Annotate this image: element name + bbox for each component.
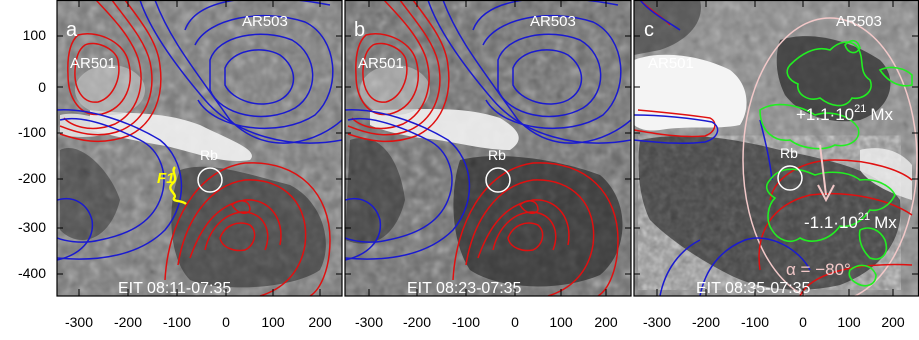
x-tick-label: 100 [837,314,861,330]
x-tick-label: -100 [163,314,191,330]
positive-contours [59,0,331,296]
flux-positive: +1.1·1021 Mx [796,103,894,124]
frames [56,0,919,297]
panel-c: c AR503 AR501 Rb +1.1·1021 Mx -1.1·1021 Mx… [634,0,919,297]
x-tick-label: -300 [643,314,671,330]
negative-contours [57,0,342,261]
alpha-label: α = −80° [786,260,851,279]
x-tick-label: 100 [549,314,573,330]
panel-caption: EIT 08:23-07:35 [407,280,522,297]
x-tick-label: -300 [65,314,93,330]
x-tick-label: -200 [114,314,142,330]
label-ar501: AR501 [70,55,116,72]
panel-caption: EIT 08:35-07:35 [696,280,811,297]
panel-letter: a [66,19,78,41]
label-rb: Rb [200,147,218,163]
y-tick-label: -100 [18,124,46,140]
panel-letter: b [354,19,365,41]
panel-caption: EIT 08:11-07:35 [118,280,231,297]
panel-b: b AR503 AR501 Rb EIT 08:23-07:35 [345,0,631,297]
label-ar501: AR501 [648,55,694,72]
filament-f1 [169,166,187,205]
label-rb: Rb [488,147,506,163]
y-tick-label: 100 [23,27,47,43]
label-ar503: AR503 [836,13,882,30]
x-tick-label: 200 [881,314,905,330]
flux-negative: -1.1·1021 Mx [804,211,897,232]
panel-letter: c [644,19,654,41]
x-tick-label: 0 [799,314,807,330]
rb-circle [197,167,223,193]
label-f1: F1 [157,170,175,187]
y-tick-label: -200 [18,170,46,186]
x-tick-label: 100 [261,314,285,330]
label-ar503: AR503 [242,13,288,30]
panel-a: a AR503 AR501 Rb F1 EIT 08:11-07:35 [57,0,342,297]
dimming-contours [759,39,913,287]
x-tick-label: 200 [594,314,618,330]
x-tick-label: -300 [355,314,383,330]
x-tick-label: 200 [308,314,332,330]
x-tick-label: 0 [222,314,230,330]
y-tick-label: 0 [38,79,46,95]
x-tick-label: -200 [692,314,720,330]
tick-marks [57,0,918,296]
y-tick-label: -400 [18,265,46,281]
x-tick-label: -100 [741,314,769,330]
label-ar501: AR501 [358,55,404,72]
y-tick-label: -300 [18,219,46,235]
x-axis: -300 -200 -100 0 100 200 -300 -200 -100 … [65,314,905,330]
dipole-arrow [819,144,827,196]
fitted-ellipse [742,17,918,296]
x-tick-label: -200 [403,314,431,330]
label-rb: Rb [780,145,798,161]
y-axis: 100 0 -100 -200 -300 -400 [18,27,46,281]
x-tick-label: 0 [511,314,519,330]
x-tick-label: -100 [452,314,480,330]
label-ar503: AR503 [530,13,576,30]
